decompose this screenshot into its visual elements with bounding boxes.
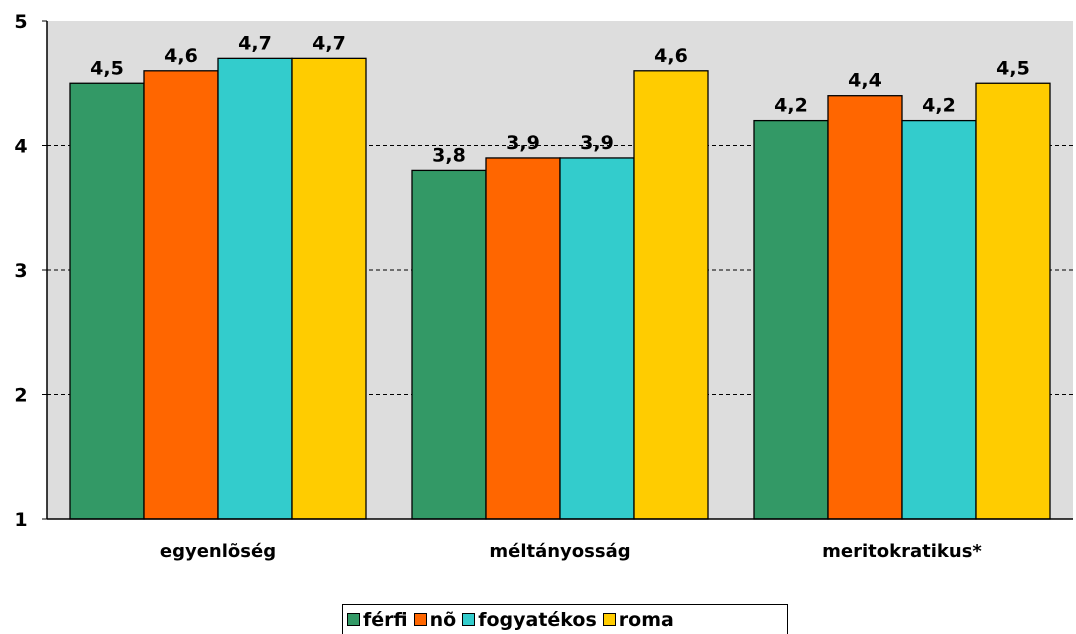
legend-label-no: nõ (429, 608, 457, 631)
bar-0-2 (753, 119, 829, 520)
bar-3-2 (975, 82, 1051, 520)
y-tick-label: 3 (14, 260, 27, 282)
data-label: 4,7 (312, 32, 346, 54)
data-label: 4,4 (848, 70, 882, 92)
bar-1-1 (485, 157, 561, 520)
data-label: 4,5 (90, 57, 124, 79)
legend-item-fogyatekos: fogyatékos (462, 609, 597, 631)
data-label: 3,8 (432, 144, 466, 166)
data-label: 4,2 (774, 95, 808, 117)
legend-item-roma: roma (602, 608, 674, 631)
legend-swatch-ferfi (347, 613, 360, 626)
legend: férfi nõ fogyatékos roma (342, 604, 788, 634)
bar-1-2 (827, 95, 903, 520)
y-tick-label: 5 (14, 11, 27, 33)
bar-3-0 (291, 57, 367, 520)
data-label: 3,9 (580, 132, 614, 154)
data-label: 3,9 (506, 132, 540, 154)
legend-label-fogyatekos: fogyatékos (478, 608, 597, 631)
bar-0-0 (69, 82, 145, 520)
y-tick-label: 2 (14, 385, 27, 407)
x-category-label: meritokratikus* (822, 541, 982, 562)
bar-2-0 (217, 57, 293, 520)
legend-label-ferfi: férfi (363, 608, 408, 631)
x-category-label: méltányosság (489, 541, 630, 562)
bar-3-1 (633, 70, 709, 520)
y-tick-label: 1 (14, 509, 27, 531)
data-label: 4,7 (238, 32, 272, 54)
legend-label-roma: roma (618, 608, 674, 631)
bar-2-1 (559, 157, 635, 520)
legend-item-no: nõ (413, 608, 457, 631)
legend-item-ferfi: férfi (347, 609, 408, 631)
data-label: 4,6 (654, 45, 688, 67)
x-category-label: egyenlõség (160, 541, 276, 562)
bar-1-0 (143, 70, 219, 520)
bar-chart-svg: 1 2 3 4 5 4,5 4,6 4,7 4,7 egyenlõség 3,8 3,9 3,9 4,6 m… (14, 11, 1073, 562)
y-tick-label: 4 (14, 136, 27, 158)
bar-0-1 (411, 169, 487, 520)
data-label: 4,6 (164, 45, 198, 67)
bar-2-2 (901, 119, 977, 520)
legend-swatch-fogyatekos (462, 613, 476, 626)
legend-swatch-no (413, 613, 427, 626)
data-label: 4,5 (996, 57, 1030, 79)
data-label: 4,2 (922, 95, 956, 117)
legend-swatch-roma (602, 613, 616, 626)
